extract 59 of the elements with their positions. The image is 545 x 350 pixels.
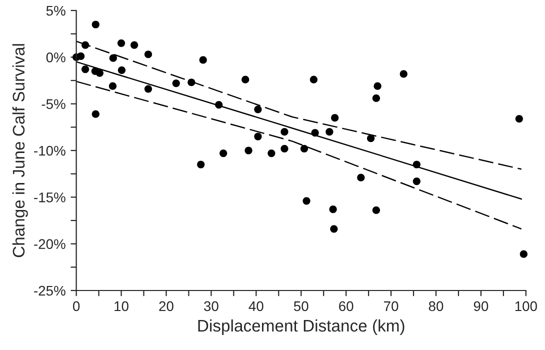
point xyxy=(254,106,262,114)
point xyxy=(220,149,228,158)
point xyxy=(109,54,117,62)
x-tick-label: 10 xyxy=(114,301,128,312)
x-tick-label: 80 xyxy=(428,301,444,312)
point xyxy=(329,205,337,214)
y-tick-label: -10% xyxy=(34,146,66,156)
y-axis-title: Change in June Calf Survival xyxy=(12,44,28,258)
point xyxy=(197,160,205,168)
y-tick-label: -20% xyxy=(34,239,66,250)
x-tick-label: 70 xyxy=(384,301,398,312)
x-tick-label: 60 xyxy=(339,301,354,312)
point xyxy=(92,20,100,28)
x-tick-label: 20 xyxy=(159,301,174,312)
point xyxy=(400,70,408,78)
point xyxy=(372,94,380,102)
point xyxy=(268,149,276,158)
point xyxy=(280,144,288,152)
y-tick-label: -15% xyxy=(34,192,66,202)
x-tick-label: 30 xyxy=(204,301,218,312)
point xyxy=(244,146,252,154)
point xyxy=(144,85,152,93)
point xyxy=(130,41,138,49)
point xyxy=(326,128,334,136)
point xyxy=(81,65,90,74)
point xyxy=(96,69,104,77)
point xyxy=(117,39,126,47)
y-tick-label: 5% xyxy=(46,6,66,16)
point xyxy=(108,82,117,90)
y-tick-label: -5% xyxy=(42,99,66,110)
y-tick-label: -25% xyxy=(34,286,66,296)
point xyxy=(367,134,375,142)
point xyxy=(144,50,152,58)
point xyxy=(520,250,528,258)
x-tick-label: 50 xyxy=(294,301,308,312)
point xyxy=(515,114,523,123)
point xyxy=(254,132,262,140)
point xyxy=(310,76,318,84)
point xyxy=(374,82,382,90)
x-tick-label: 0 xyxy=(72,301,80,312)
point xyxy=(331,114,339,122)
point xyxy=(357,174,365,182)
point xyxy=(300,144,308,152)
point xyxy=(118,66,126,74)
point xyxy=(242,76,250,84)
point xyxy=(280,128,288,136)
point xyxy=(372,206,380,214)
point xyxy=(330,225,338,233)
point xyxy=(172,79,180,88)
y-tick-label: 0% xyxy=(46,52,66,62)
x-tick-label: 100 xyxy=(515,301,537,312)
point xyxy=(302,197,310,205)
x-tick-label: 40 xyxy=(248,301,264,312)
point xyxy=(76,52,85,60)
point xyxy=(92,110,100,118)
point xyxy=(199,56,207,64)
x-axis-title: Displacement Distance (km) xyxy=(198,319,404,335)
point xyxy=(412,177,420,186)
x-tick-label: 90 xyxy=(474,301,488,312)
